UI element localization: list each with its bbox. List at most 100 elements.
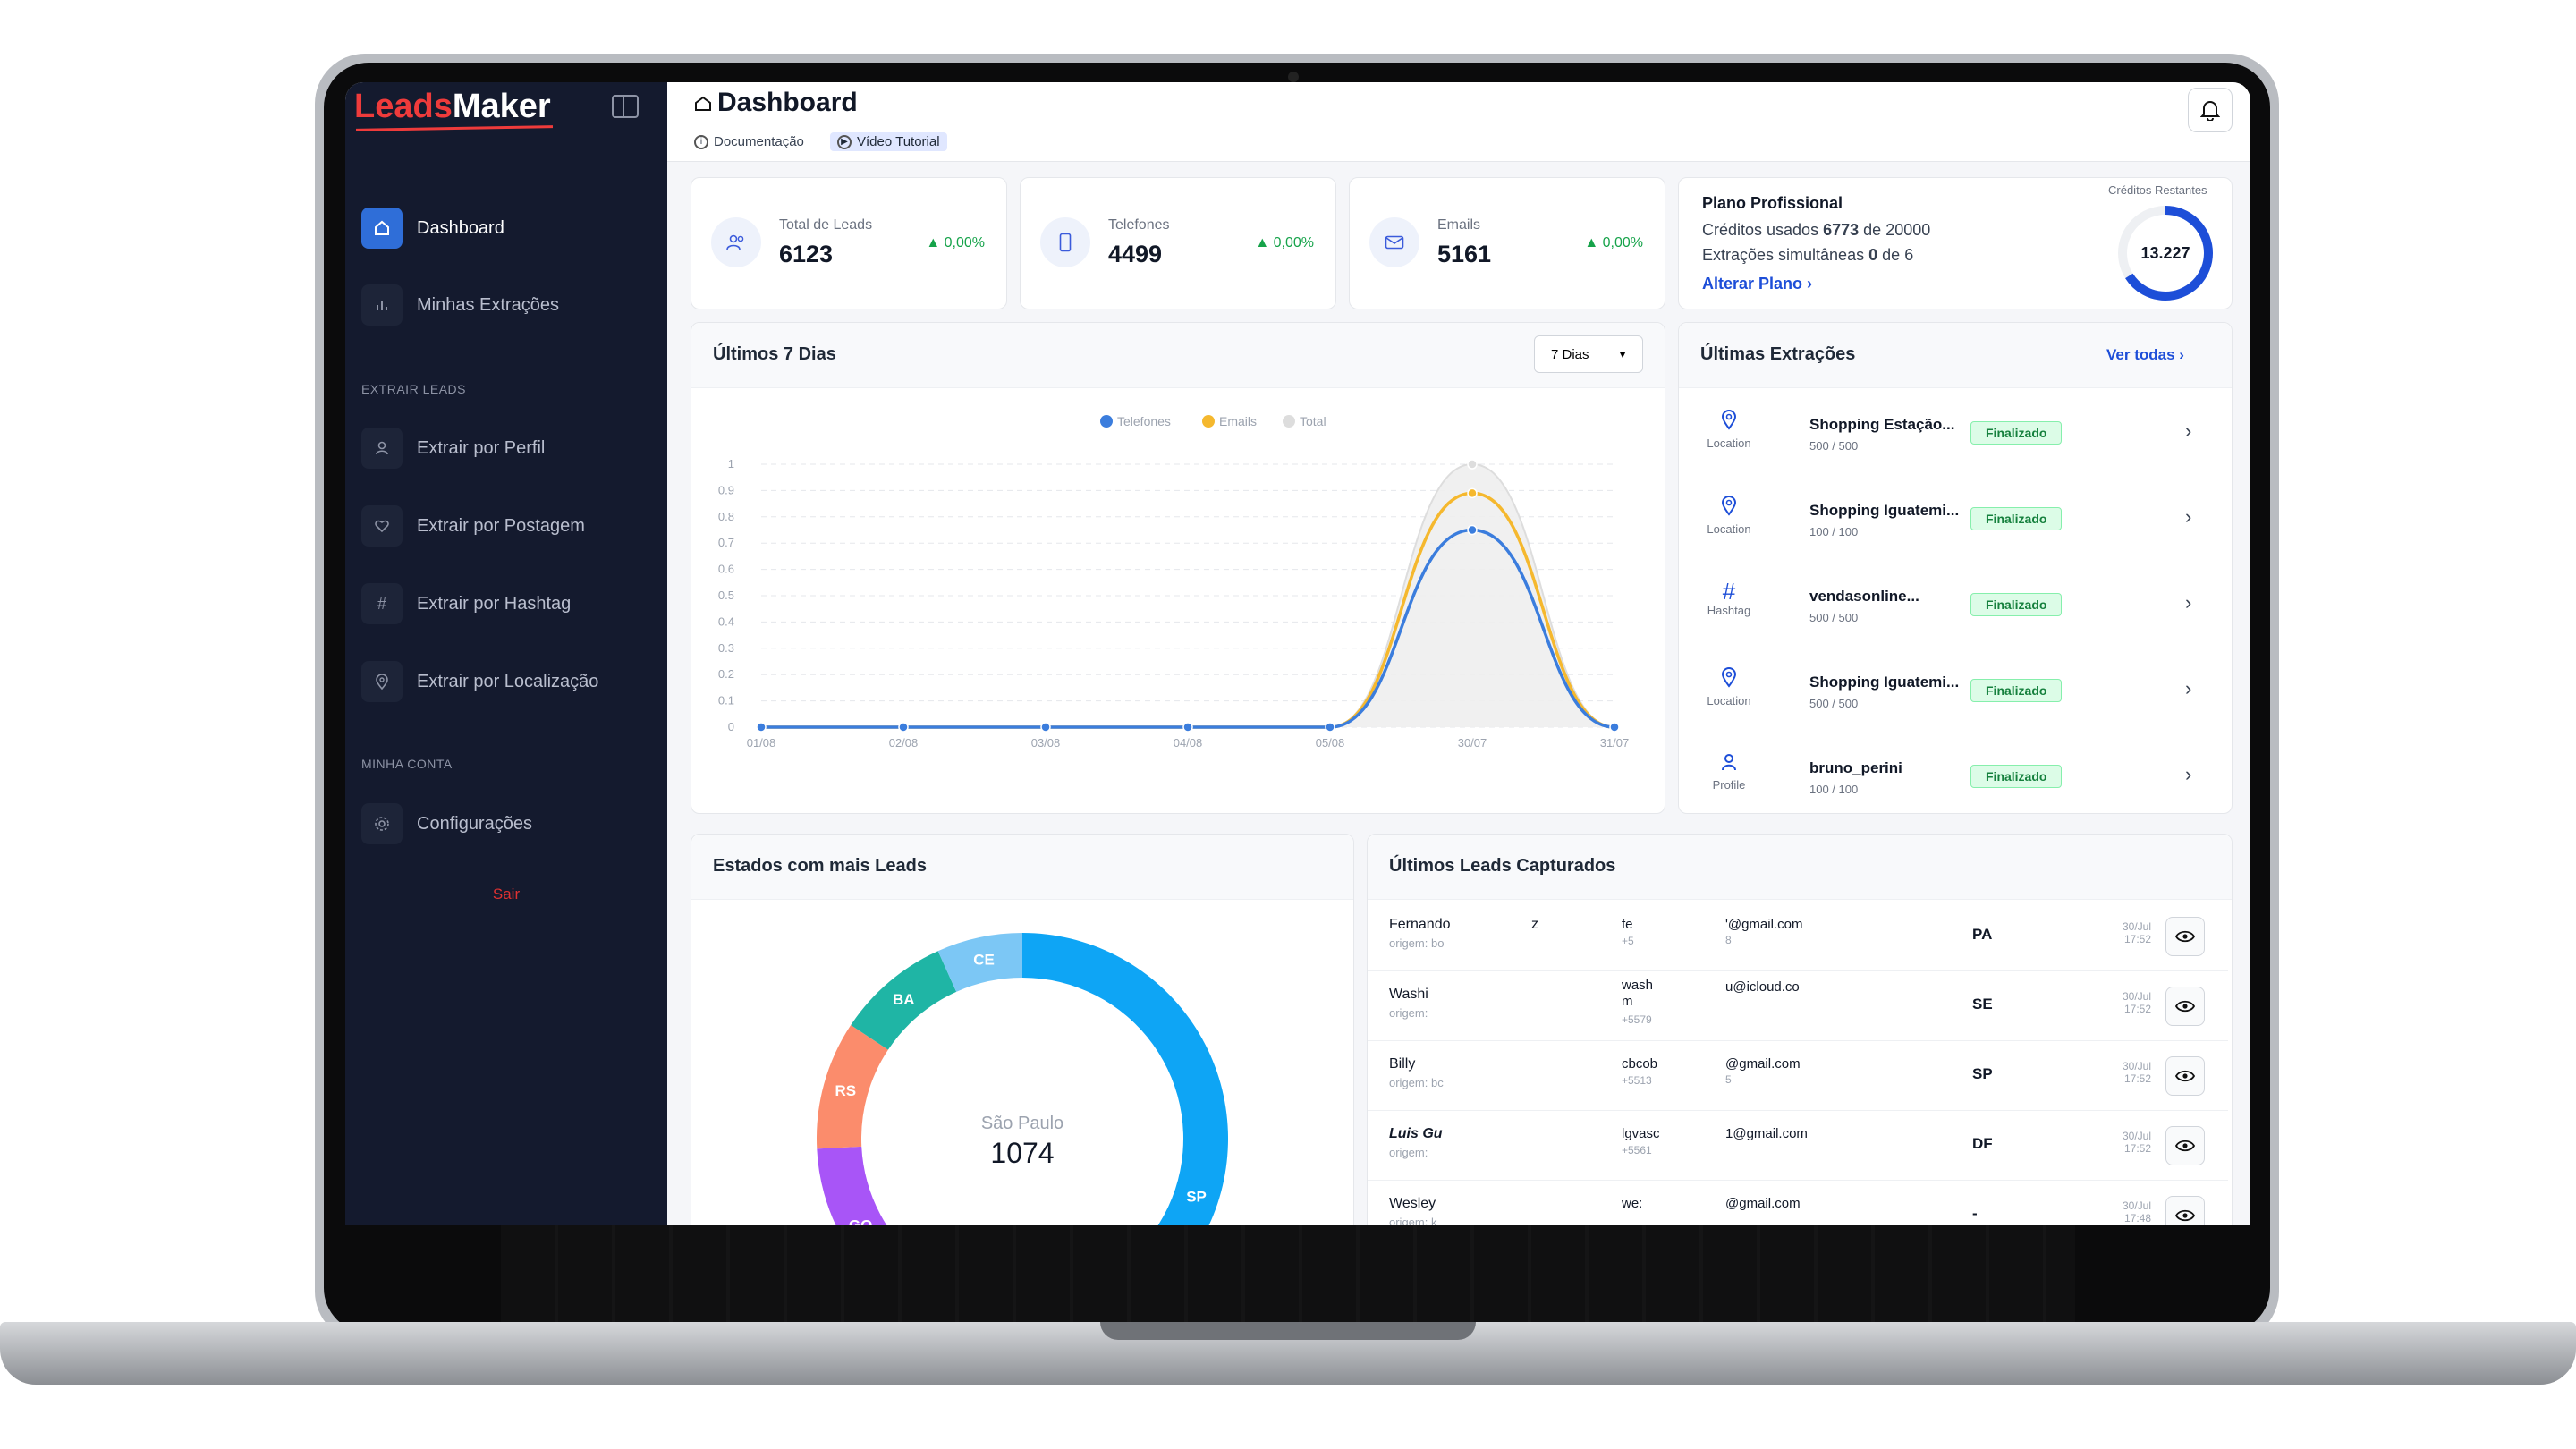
view-lead-button[interactable] xyxy=(2165,1196,2205,1225)
lead-email: @gmail.com 5 xyxy=(1725,1056,1801,1086)
legend-label: Total xyxy=(1300,414,1326,428)
status-badge: Finalizado xyxy=(1970,421,2063,445)
extraction-count: 100 / 100 xyxy=(1809,525,1859,538)
lead-origin: origem: xyxy=(1389,1006,1428,1020)
table-row[interactable]: Washi origem: wash m +5579 u@icloud.co SE… xyxy=(1368,970,2228,1041)
x-tick-label: 01/08 xyxy=(747,736,776,750)
phone-icon xyxy=(1040,217,1090,267)
gauge-arc xyxy=(2118,206,2213,301)
donut-center-label: São Paulo xyxy=(980,1114,1064,1133)
sidebar-item-label: Extrair por Postagem xyxy=(417,515,585,536)
lead-username: we: xyxy=(1622,1196,1643,1211)
data-point xyxy=(1467,487,1478,499)
lead-name: Luis Gu xyxy=(1389,1126,1443,1141)
stat-delta: ▲ 0,00% xyxy=(1584,235,1643,250)
location-icon: Location xyxy=(1704,666,1754,708)
stat-delta-value: 0,00% xyxy=(1273,235,1314,250)
logout-link[interactable]: Sair xyxy=(492,886,521,902)
chevron-right-icon[interactable]: › xyxy=(2185,505,2192,528)
y-tick-label: 0.4 xyxy=(718,614,734,628)
tutorial-link[interactable]: ▶ Vídeo Tutorial xyxy=(830,132,947,151)
logo[interactable]: LeadsMaker xyxy=(354,88,551,126)
chart-card: Últimos 7 Dias 7 Dias ▼ Telefones Emails T… xyxy=(691,322,1665,814)
lead-state: SE xyxy=(1972,996,1993,1013)
x-tick-label: 03/08 xyxy=(1031,736,1061,750)
location-icon: Location xyxy=(1704,495,1754,536)
donut-slice-go xyxy=(817,1146,887,1225)
user-icon xyxy=(361,428,402,469)
status-badge: Finalizado xyxy=(1970,679,2063,702)
status-badge: Finalizado xyxy=(1970,765,2063,788)
table-row[interactable]: Luis Gu origem: lgvasc +5561 1@gmail.com… xyxy=(1368,1110,2228,1181)
y-tick-label: 0.9 xyxy=(718,483,734,496)
sidebar-item-label: Extrair por Hashtag xyxy=(417,593,572,614)
states-title: Estados com mais Leads xyxy=(713,856,927,876)
sidebar-item-label: Extrair por Localização xyxy=(417,671,599,691)
sidebar-toggle-icon[interactable] xyxy=(612,95,639,118)
x-tick-label: 02/08 xyxy=(889,736,919,750)
sidebar-item-extractions[interactable]: Minhas Extrações xyxy=(361,283,639,327)
period-select[interactable]: 7 Dias ▼ xyxy=(1534,335,1643,373)
docs-link[interactable]: i Documentação xyxy=(687,132,811,151)
extraction-row[interactable]: Location Shopping Iguatemi... 500 / 500 … xyxy=(1679,650,2228,736)
see-all-link[interactable]: Ver todas › xyxy=(2106,346,2184,363)
lead-origin: origem: xyxy=(1389,1146,1428,1159)
sidebar-item-dashboard[interactable]: Dashboard xyxy=(361,206,639,250)
donut-label: SP xyxy=(1186,1189,1207,1206)
legend-marker xyxy=(1100,415,1113,428)
x-tick-label: 04/08 xyxy=(1174,736,1203,750)
x-tick-label: 05/08 xyxy=(1316,736,1345,750)
stat-label: Total de Leads xyxy=(779,217,873,233)
table-row[interactable]: Wesley origem: k we: @gmail.com - 30/Jul… xyxy=(1368,1180,2228,1225)
y-tick-label: 0 xyxy=(728,720,734,733)
donut-label: CE xyxy=(973,952,995,969)
notifications-button[interactable] xyxy=(2188,88,2233,132)
home-icon xyxy=(695,96,711,111)
bell-icon xyxy=(2200,101,2220,121)
app-screen: LeadsMaker Dashboard Minhas Extrações EX… xyxy=(345,82,2250,1225)
stat-card-emails: Emails 5161 ▲ 0,00% xyxy=(1349,177,1665,309)
header: Dashboard i Documentação ▶ Vídeo Tutoria… xyxy=(667,82,2250,162)
chevron-right-icon[interactable]: › xyxy=(2185,763,2192,785)
extraction-row[interactable]: Location Shopping Estação... 500 / 500 F… xyxy=(1679,393,2228,479)
chevron-right-icon[interactable]: › xyxy=(2185,419,2192,442)
sidebar-item-settings[interactable]: Configurações xyxy=(361,801,639,846)
view-lead-button[interactable] xyxy=(2165,917,2205,956)
eye-icon xyxy=(2175,930,2195,943)
view-lead-button[interactable] xyxy=(2165,987,2205,1026)
profile-icon: Profile xyxy=(1704,752,1754,792)
lead-date: 30/Jul 17:52 xyxy=(2122,1060,2151,1086)
chevron-right-icon[interactable]: › xyxy=(2185,677,2192,699)
sidebar-item-hashtag[interactable]: # Extrair por Hashtag xyxy=(361,581,639,626)
extraction-row[interactable]: Profile bruno_perini 100 / 100 Finalizad… xyxy=(1679,736,2228,822)
lead-username: lgvasc xyxy=(1622,1126,1660,1141)
section-label-extract: EXTRAIR LEADS xyxy=(361,382,466,396)
view-lead-button[interactable] xyxy=(2165,1126,2205,1165)
extraction-row[interactable]: Location Shopping Iguatemi... 100 / 100 … xyxy=(1679,479,2228,564)
gauge-value: 13.227 xyxy=(2140,244,2190,262)
docs-label: Documentação xyxy=(714,134,804,149)
change-plan-link[interactable]: Alterar Plano › xyxy=(1702,275,1813,292)
hashtag-icon: # Hashtag xyxy=(1704,580,1754,617)
legend-label: Telefones xyxy=(1117,414,1171,428)
sidebar-item-profile[interactable]: Extrair por Perfil xyxy=(361,426,639,470)
change-plan-label: Alterar Plano xyxy=(1702,275,1803,292)
table-row[interactable]: Billy origem: bc cbcob +5513 @gmail.com 5… xyxy=(1368,1040,2228,1111)
bar-chart-icon xyxy=(361,284,402,326)
lead-name: Fernando z xyxy=(1389,917,1538,932)
table-row[interactable]: Fernando z origem: bo fe +5 '@gmail.com 8… xyxy=(1368,901,2228,971)
logo-underline xyxy=(355,125,554,131)
info-icon: i xyxy=(694,134,708,149)
sidebar-item-location[interactable]: Extrair por Localização xyxy=(361,659,639,704)
lead-email: 1@gmail.com xyxy=(1725,1126,1808,1141)
stat-value: 6123 xyxy=(779,241,834,267)
data-point xyxy=(1182,722,1193,733)
extraction-row[interactable]: # Hashtag vendasonline... 500 / 500 Fina… xyxy=(1679,564,2228,650)
chevron-right-icon[interactable]: › xyxy=(2185,591,2192,614)
view-lead-button[interactable] xyxy=(2165,1056,2205,1096)
sidebar-item-post[interactable]: Extrair por Postagem xyxy=(361,504,639,548)
logo-part1: Leads xyxy=(354,88,453,125)
data-point xyxy=(1467,459,1478,470)
data-point xyxy=(898,722,909,733)
hashtag-icon: # xyxy=(361,583,402,624)
